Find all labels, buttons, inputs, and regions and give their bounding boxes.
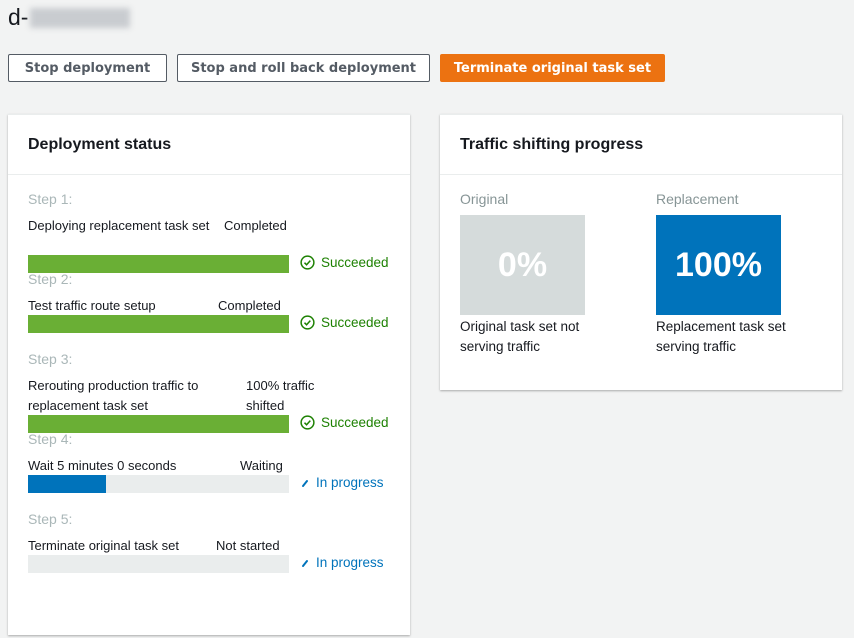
step-result: Succeeded [300, 415, 389, 430]
spinner-icon [300, 478, 310, 488]
replacement-percent: 100% [656, 215, 781, 315]
step-description: Rerouting production traffic to replacem… [28, 378, 199, 413]
step-progress-bar [28, 415, 289, 433]
deployment-id-title: d- [8, 4, 131, 31]
step-result: Succeeded [300, 315, 389, 330]
step-description: Terminate original task set [28, 538, 180, 553]
deployment-step: Step 4: Wait 5 minutes 0 seconds Waiting… [28, 431, 398, 493]
step-progress-bar [28, 555, 289, 573]
step-status: Completed [218, 298, 281, 313]
original-section: Original 0% Original task set not servin… [460, 191, 610, 357]
step-result-text: Succeeded [321, 415, 389, 430]
step-result: In progress [300, 475, 384, 490]
step-result-text: Succeeded [321, 255, 389, 270]
check-circle-icon [300, 255, 315, 270]
step-description: Test traffic route setup [28, 298, 156, 313]
step-progress-bar [28, 255, 289, 273]
stop-deployment-button[interactable]: Stop deployment [8, 54, 167, 82]
step-label: Step 2: [28, 271, 73, 287]
title-prefix: d- [8, 4, 29, 30]
step-description: Deploying replacement task set [28, 218, 210, 233]
step-progress-fill [28, 415, 289, 433]
step-status: Waiting [240, 458, 283, 473]
deployment-status-panel: Deployment status Step 1: Deploying repl… [8, 114, 410, 635]
redacted-id [30, 7, 131, 28]
replacement-label: Replacement [656, 191, 739, 207]
traffic-shifting-panel: Traffic shifting progress Original 0% Or… [440, 114, 842, 390]
panel-title: Deployment status [8, 115, 410, 175]
step-result-text: In progress [316, 555, 384, 570]
step-result: Succeeded [300, 255, 389, 270]
spinner-icon [300, 558, 310, 568]
deployment-step: Step 5: Terminate original task set Not … [28, 511, 398, 573]
step-label: Step 5: [28, 511, 73, 527]
panel-title: Traffic shifting progress [440, 115, 842, 175]
deployment-step: Step 1: Deploying replacement task set C… [28, 191, 398, 273]
replacement-caption: Replacement task set serving traffic [656, 319, 786, 354]
step-result: In progress [300, 555, 384, 570]
original-label: Original [460, 191, 509, 207]
step-status: Not started [216, 538, 280, 553]
check-circle-icon [300, 415, 315, 430]
check-circle-icon [300, 315, 315, 330]
step-result-text: In progress [316, 475, 384, 490]
step-progress-bar [28, 475, 289, 493]
terminate-original-task-set-button[interactable]: Terminate original task set [440, 54, 665, 82]
step-status: 100% traffic shifted [246, 378, 315, 413]
step-progress-fill [28, 255, 289, 273]
deployment-step: Step 2: Test traffic route setup Complet… [28, 271, 398, 333]
step-label: Step 4: [28, 431, 73, 447]
step-status: Completed [224, 218, 287, 233]
deployment-step: Step 3: Rerouting production traffic to … [28, 351, 398, 433]
original-percent: 0% [460, 215, 585, 315]
step-label: Step 1: [28, 191, 73, 207]
original-caption: Original task set not serving traffic [460, 319, 580, 354]
replacement-section: Replacement 100% Replacement task set se… [656, 191, 806, 357]
step-description: Wait 5 minutes 0 seconds [28, 458, 177, 473]
step-label: Step 3: [28, 351, 73, 367]
step-progress-fill [28, 315, 289, 333]
step-progress-bar [28, 315, 289, 333]
step-result-text: Succeeded [321, 315, 389, 330]
stop-rollback-button[interactable]: Stop and roll back deployment [177, 54, 430, 82]
step-progress-fill [28, 475, 107, 493]
